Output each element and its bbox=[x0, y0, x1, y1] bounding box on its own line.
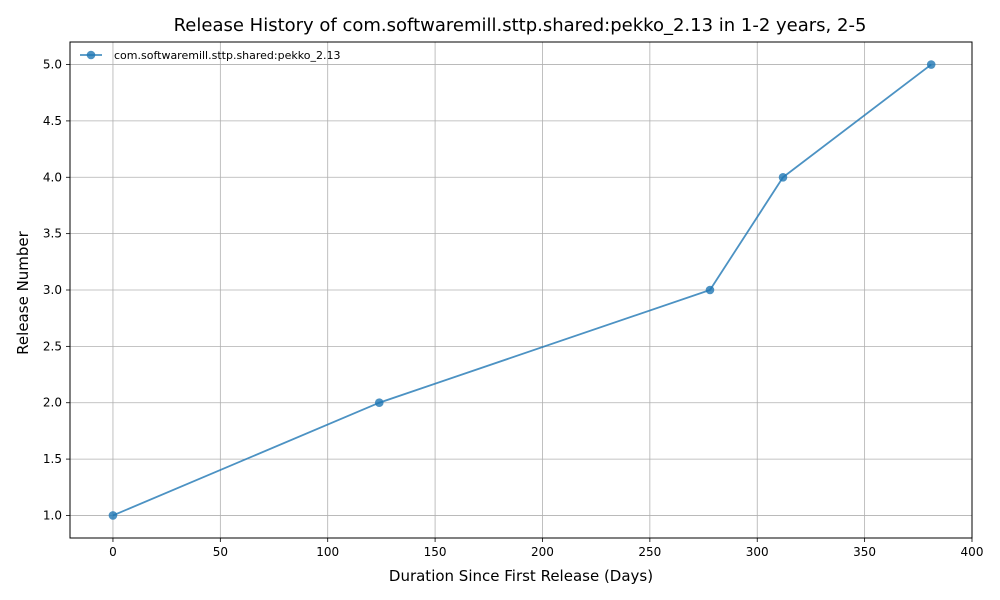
x-tick-label: 350 bbox=[853, 545, 876, 559]
x-tick-label: 100 bbox=[316, 545, 339, 559]
y-tick-label: 5.0 bbox=[43, 58, 62, 72]
y-tick-label: 3.0 bbox=[43, 283, 62, 297]
x-axis-ticks: 0 50 100 150 200 250 300 350 400 bbox=[109, 538, 983, 559]
x-tick-label: 300 bbox=[746, 545, 769, 559]
y-tick-label: 2.0 bbox=[43, 396, 62, 410]
grid bbox=[70, 42, 973, 538]
data-point bbox=[108, 511, 118, 520]
y-tick-label: 1.5 bbox=[43, 452, 62, 466]
legend-point-marker bbox=[86, 50, 96, 60]
legend-label: com.softwaremill.sttp.shared:pekko_2.13 bbox=[114, 49, 340, 62]
series-group bbox=[108, 60, 936, 520]
data-point bbox=[926, 60, 936, 69]
y-tick-label: 4.5 bbox=[43, 114, 62, 128]
y-tick-label: 4.0 bbox=[43, 170, 62, 184]
y-tick-label: 2.5 bbox=[43, 339, 62, 353]
data-point bbox=[705, 285, 715, 295]
chart-title: Release History of com.softwaremill.sttp… bbox=[174, 15, 867, 36]
x-axis-label: Duration Since First Release (Days) bbox=[389, 567, 653, 585]
y-tick-label: 3.5 bbox=[43, 227, 62, 241]
x-tick-label: 50 bbox=[213, 545, 228, 559]
y-axis-label: Release Number bbox=[14, 230, 32, 354]
x-tick-label: 0 bbox=[109, 545, 117, 559]
data-point bbox=[778, 172, 788, 182]
legend: com.softwaremill.sttp.shared:pekko_2.13 bbox=[80, 49, 340, 62]
x-tick-label: 200 bbox=[531, 545, 554, 559]
y-tick-label: 1.0 bbox=[43, 508, 62, 522]
x-tick-label: 400 bbox=[961, 545, 984, 559]
data-point bbox=[374, 398, 384, 408]
x-tick-label: 150 bbox=[424, 545, 447, 559]
y-axis-ticks: 1.0 1.5 2.0 2.5 3.0 3.5 4.0 4.5 5.0 bbox=[43, 58, 70, 522]
x-tick-label: 250 bbox=[638, 545, 661, 559]
